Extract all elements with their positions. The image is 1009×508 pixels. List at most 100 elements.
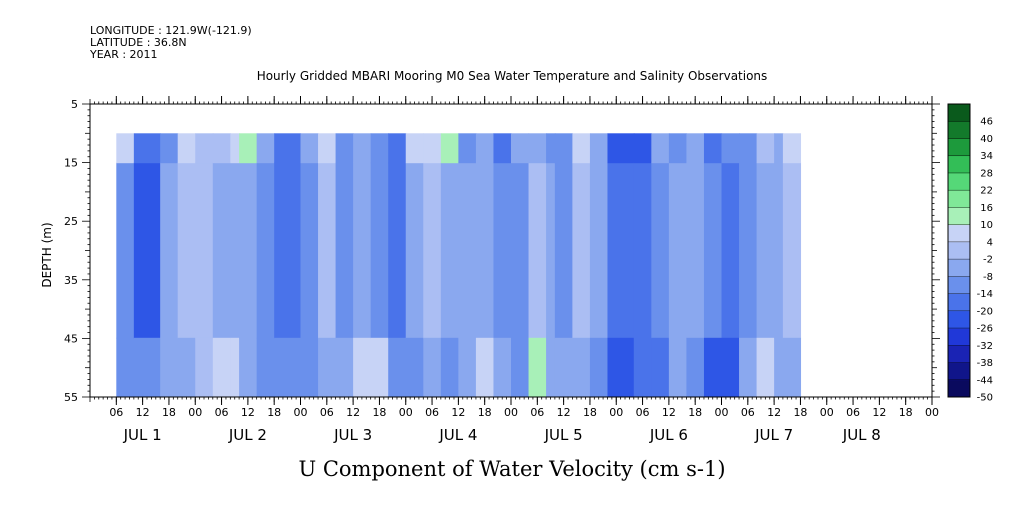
heatmap-cell	[739, 162, 758, 339]
heatmap-cell	[230, 162, 240, 339]
colorbar-swatch	[948, 310, 970, 329]
heatmap-cell	[511, 162, 530, 339]
heatmap-cell	[160, 133, 179, 164]
heatmap-cell	[116, 337, 135, 397]
heatmap-cell	[370, 337, 389, 397]
heatmap-cell	[353, 337, 372, 397]
heatmap-cell	[651, 133, 670, 164]
colorbar-swatch	[948, 104, 970, 122]
heatmap-cell	[160, 162, 179, 339]
heatmap-cell	[511, 337, 530, 397]
heatmap-cell	[440, 337, 459, 397]
y-tick-label: 55	[64, 391, 78, 404]
x-tick-label: 06	[320, 406, 334, 419]
x-tick-label: 00	[188, 406, 202, 419]
colorbar-swatch	[948, 172, 970, 191]
x-tick-label: 00	[399, 406, 413, 419]
heatmap-cell	[195, 162, 214, 339]
heatmap-cell	[546, 337, 556, 397]
heatmap-cell	[686, 337, 705, 397]
x-day-label: JUL 6	[649, 426, 688, 444]
x-tick-label: 00	[504, 406, 518, 419]
colorbar-swatch	[948, 224, 970, 243]
colorbar-swatch	[948, 379, 970, 398]
heatmap-cell	[195, 337, 214, 397]
x-tick-label: 18	[793, 406, 807, 419]
heatmap-cell	[212, 337, 231, 397]
y-tick-label: 25	[64, 215, 78, 228]
heatmap-cell	[739, 133, 758, 164]
x-tick-label: 12	[346, 406, 360, 419]
x-tick-label: 06	[109, 406, 123, 419]
y-tick-label: 15	[64, 157, 78, 170]
heatmap-cell	[493, 133, 512, 164]
colorbar-label: -32	[977, 341, 993, 352]
heatmap-cell	[572, 133, 591, 164]
heatmap-cell	[721, 337, 740, 397]
x-tick-label: 06	[636, 406, 650, 419]
y-tick-label: 5	[71, 98, 78, 111]
heatmap-cell	[318, 337, 337, 397]
x-tick-label: 18	[372, 406, 386, 419]
colorbar-swatch	[948, 328, 970, 346]
heatmap-cell	[335, 133, 354, 164]
colorbar-label: -44	[977, 375, 993, 386]
heatmap-cell	[256, 162, 275, 339]
latitude-label: LATITUDE : 36.8N	[90, 36, 187, 49]
heatmap-cell	[756, 162, 775, 339]
colorbar-label: 28	[980, 168, 993, 179]
x-tick-label: 00	[609, 406, 623, 419]
heatmap-cell	[423, 337, 442, 397]
axes: 06 12 18 00 06 12 18 00 06 12 18 00 06 12 18 00 06 12 18 00…	[64, 96, 940, 444]
year-label: YEAR : 2011	[89, 48, 158, 61]
x-tick-label: 00	[925, 406, 939, 419]
heatmap-cell	[274, 133, 302, 164]
colorbar-label: 46	[980, 117, 993, 128]
heatmap-cell	[300, 162, 319, 339]
heatmap-cell	[335, 162, 354, 339]
x-tick-label: 12	[136, 406, 150, 419]
x-tick-label: 00	[715, 406, 729, 419]
heatmap-cell	[475, 337, 495, 397]
heatmap-cell	[782, 133, 802, 164]
heatmap-cell	[230, 337, 240, 397]
heatmap-cell	[607, 133, 635, 164]
heatmap-cell	[458, 133, 477, 164]
heatmap-cell	[116, 162, 135, 339]
colorbar-swatch	[948, 155, 970, 174]
x-tick-label: 12	[662, 406, 676, 419]
heatmap-cell	[318, 133, 337, 164]
heatmap-cell	[405, 337, 424, 397]
heatmap-cell	[774, 133, 784, 164]
colorbar-swatch	[948, 259, 970, 277]
heatmap-cell	[589, 337, 609, 397]
bottom-title: U Component of Water Velocity (cm s-1)	[298, 457, 725, 481]
x-tick-label: 06	[530, 406, 544, 419]
heatmap-cell	[177, 162, 196, 339]
heatmap-cell	[756, 337, 775, 397]
heatmap-cell	[589, 162, 609, 339]
heatmap-cell	[633, 162, 652, 339]
colorbar-label: -20	[977, 306, 993, 317]
x-tick-label: 12	[557, 406, 571, 419]
x-day-label: JUL 1	[123, 426, 162, 444]
heatmap-cell	[195, 133, 214, 164]
heatmap-cell	[668, 133, 688, 164]
heatmap-cell	[686, 162, 705, 339]
heatmap-cell	[651, 337, 670, 397]
x-tick-label: 18	[899, 406, 913, 419]
x-day-label: JUL 4	[438, 426, 477, 444]
heatmap-cell	[440, 133, 459, 164]
heatmap-cell	[475, 133, 495, 164]
heatmap-cell	[668, 162, 688, 339]
colorbar-swatch	[948, 362, 970, 381]
colorbar-swatch	[948, 241, 970, 260]
heatmap-cell	[721, 133, 740, 164]
colorbar-label: -14	[977, 289, 993, 300]
heatmap-cell	[668, 337, 688, 397]
heatmap-cell	[493, 162, 512, 339]
x-tick-label: 12	[241, 406, 255, 419]
heatmap-cell	[335, 337, 354, 397]
x-day-label: JUL 2	[228, 426, 267, 444]
heatmap-cell	[423, 162, 442, 339]
